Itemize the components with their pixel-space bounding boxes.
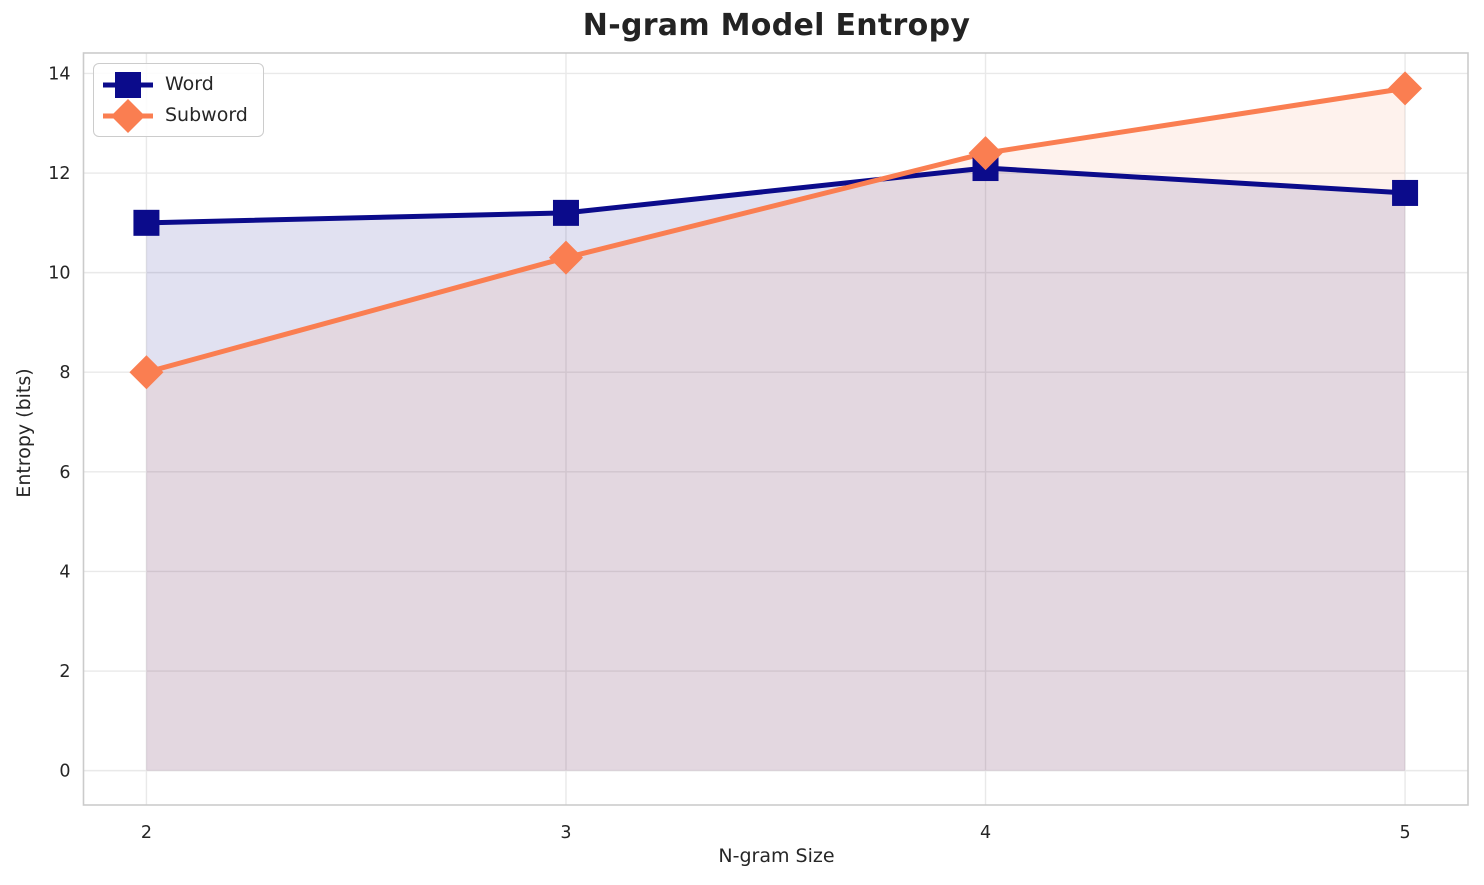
gridlines: [83, 53, 1468, 805]
line-word: [143, 165, 1408, 226]
y-tick-label: 2: [59, 662, 70, 682]
y-tick-label: 14: [48, 64, 70, 84]
axes-spines: [82, 52, 1469, 806]
legend-item-word: Word: [103, 69, 248, 100]
x-tick-label: 3: [560, 823, 571, 843]
area-fill-word: [146, 168, 1406, 771]
legend-item-subword: Subword: [103, 98, 248, 133]
x-tick-label: 4: [980, 823, 991, 843]
series-markers: [129, 71, 1423, 390]
square-marker: [552, 199, 579, 226]
y-tick-label: 6: [59, 463, 70, 483]
chart-generated-layers: 2 3 4 5 0 2 4 6 8 10 12 14: [48, 52, 1469, 843]
word-line-square-marker-icon: [103, 71, 153, 98]
legend-label-subword: Subword: [165, 104, 248, 126]
square-marker: [133, 209, 160, 236]
subword-line-diamond-marker-icon: [103, 98, 153, 133]
diamond-marker: [129, 355, 164, 390]
y-tick-label: 8: [59, 363, 70, 383]
area-fill-subword: [146, 88, 1406, 771]
y-tick-label: 4: [59, 562, 70, 582]
line-subword: [143, 85, 1408, 375]
y-axis-label-container: Entropy (bits): [13, 368, 35, 497]
series-fills: [146, 88, 1406, 771]
diamond-marker: [548, 240, 583, 275]
y-tick-label: 0: [59, 762, 70, 782]
y-tick-label: 12: [48, 164, 70, 184]
x-tick-label: 2: [141, 823, 152, 843]
square-marker: [1392, 179, 1419, 206]
y-axis-label: Entropy (bits): [13, 368, 35, 497]
series-lines: [143, 85, 1408, 375]
x-axis-label: N-gram Size: [718, 845, 835, 867]
y-tick-label: 10: [48, 264, 70, 284]
legend: Word Subword: [93, 63, 264, 137]
diamond-marker: [968, 136, 1003, 171]
diamond-marker: [1388, 71, 1423, 106]
legend-label-word: Word: [165, 73, 214, 95]
chart-title: N-gram Model Entropy: [582, 8, 971, 43]
x-tick-label: 5: [1399, 823, 1410, 843]
tick-labels: 2 3 4 5 0 2 4 6 8 10 12 14: [48, 64, 1410, 843]
